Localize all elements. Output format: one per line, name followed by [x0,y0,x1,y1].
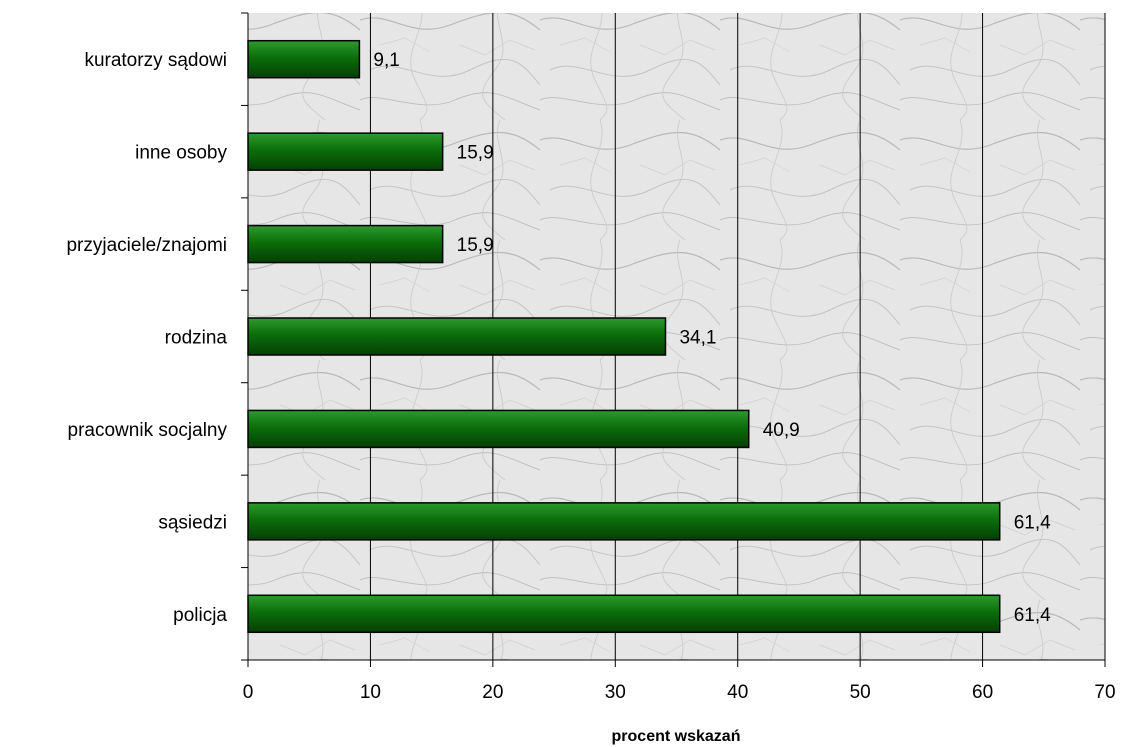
bars [247,39,1001,634]
bar [247,132,444,171]
x-tick-label: 60 [972,682,993,703]
x-tick-label: 50 [850,682,871,703]
data-label: 15,9 [457,143,494,164]
bar [247,317,667,356]
bar [247,224,444,264]
x-tick-label: 0 [243,682,254,703]
x-tick-label: 30 [605,682,626,703]
x-tick-label: 20 [482,682,503,703]
category-label: kuratorzy sądowi [84,50,227,71]
category-label: rodzina [165,328,228,349]
x-tick-label: 40 [727,682,748,703]
category-label: sąsiedzi [158,512,227,533]
category-label: pracownik socjalny [68,420,228,441]
data-label: 61,4 [1014,605,1051,626]
data-label: 61,4 [1014,512,1051,533]
x-tick-label: 70 [1094,682,1115,703]
data-label: 9,1 [373,50,399,71]
bar [247,502,1001,541]
data-label: 40,9 [763,420,800,441]
category-label: policja [173,605,227,626]
bar [247,39,361,79]
data-label: 15,9 [457,235,494,256]
labels: 0 10 20 30 40 50 60 70 kuratorzy sądowi 9,1 inne o… [66,50,1115,703]
axes [241,12,1106,667]
category-label: przyjaciele/znajomi [66,235,227,256]
bar [247,594,1001,634]
bar [247,409,750,449]
x-axis-title: procent wskazań [612,728,741,745]
category-label: inne osoby [135,143,227,164]
data-label: 34,1 [679,328,716,349]
x-tick-label: 10 [360,682,381,703]
